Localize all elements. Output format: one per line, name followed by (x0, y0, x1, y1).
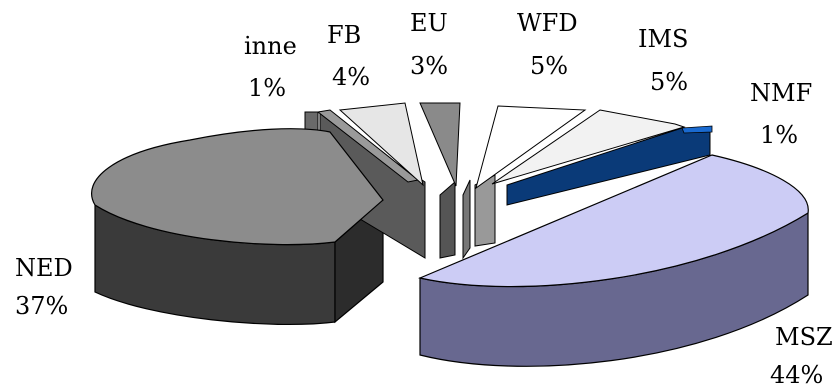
label-nmf-name: NMF (750, 79, 812, 107)
label-fb-value: 4% (332, 63, 370, 91)
slice-nmf-edge (681, 125, 713, 134)
slice-ned (90, 128, 384, 246)
slice-nmf (506, 127, 711, 206)
label-nmf-value: 1% (760, 121, 798, 149)
label-wfd-name: WFD (517, 9, 578, 37)
slice-fb (338, 102, 424, 187)
pie-labels: inne 1% FB 4% EU 3% WFD 5% IMS 5% NMF 1%… (15, 9, 833, 387)
label-msz-name: MSZ (775, 323, 833, 351)
label-inne-name: inne (244, 32, 297, 60)
label-inne-value: 1% (248, 74, 286, 102)
label-msz-value: 44% (770, 361, 823, 387)
pie-top-faces (90, 102, 809, 288)
label-wfd-value: 5% (530, 52, 568, 80)
label-eu-value: 3% (410, 52, 448, 80)
slice-ims (491, 109, 686, 185)
label-eu-name: EU (410, 9, 448, 37)
slice-eu (419, 102, 461, 187)
label-ims-value: 5% (650, 68, 688, 96)
slice-wfd-side (462, 179, 471, 260)
label-fb-name: FB (327, 21, 361, 49)
label-ims-name: IMS (638, 25, 689, 53)
label-ned-name: NED (15, 254, 73, 282)
slice-msz (418, 154, 809, 288)
slice-wfd (475, 105, 587, 190)
pie-depth-walls (94, 111, 809, 367)
slice-eu-side (439, 180, 456, 259)
label-ned-value: 37% (15, 292, 68, 320)
